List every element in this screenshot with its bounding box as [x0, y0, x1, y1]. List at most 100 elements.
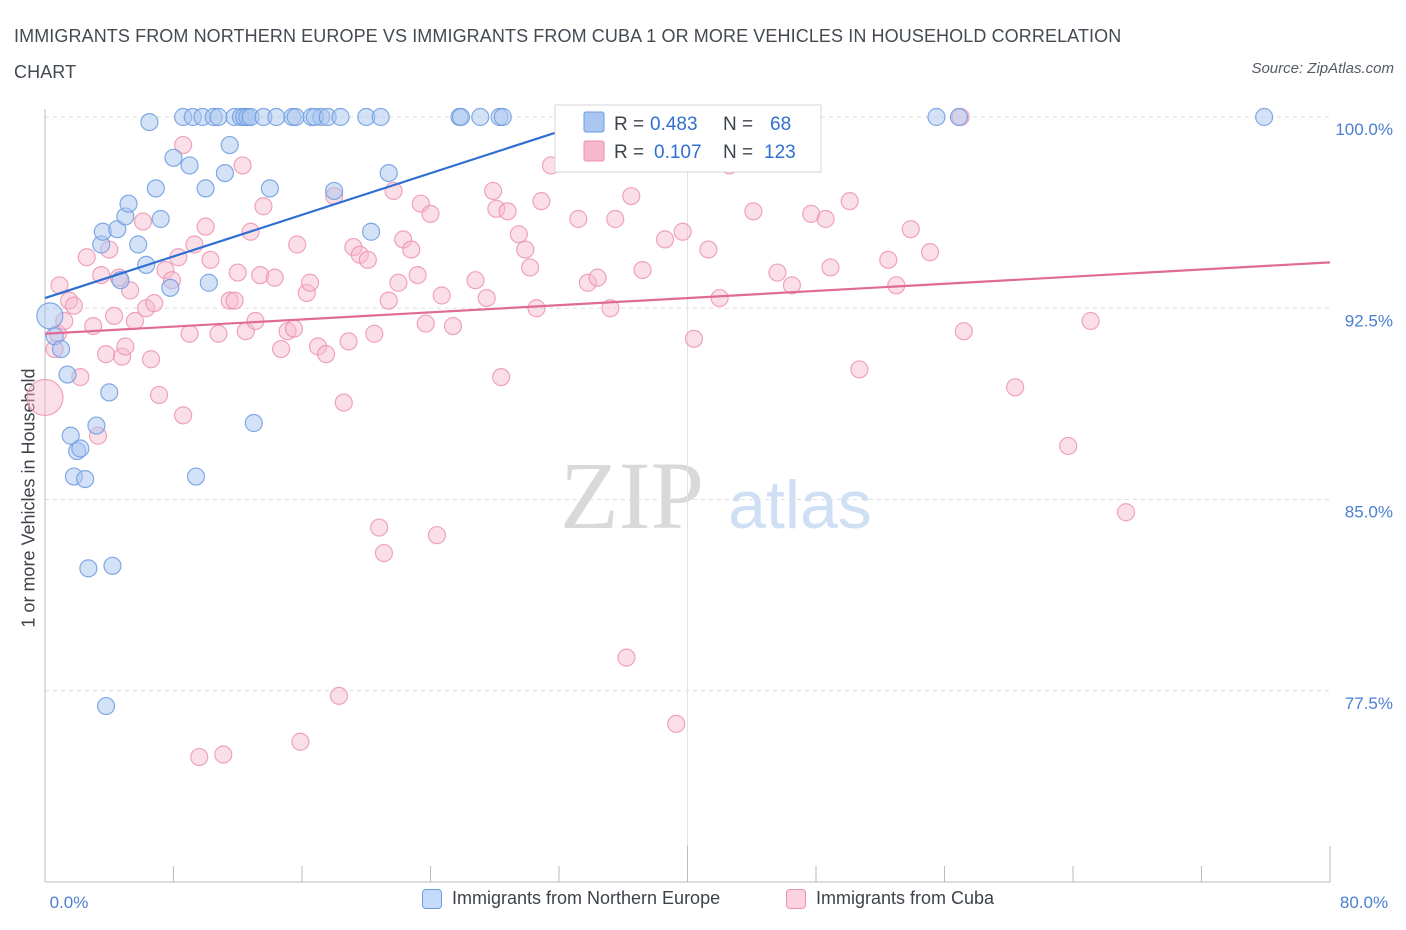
cuba-point	[196, 217, 215, 236]
northern-europe-point	[79, 559, 98, 578]
northern-europe-point	[451, 107, 471, 127]
cuba-point	[174, 135, 193, 155]
cuba-point	[329, 686, 349, 705]
northern-europe-point	[199, 273, 218, 292]
cuba-point	[588, 268, 607, 287]
cuba-point	[710, 288, 729, 308]
cuba-point	[477, 288, 496, 308]
cuba-point	[265, 268, 284, 287]
cuba-point	[96, 345, 116, 364]
stats-legend-blue-swatch	[583, 111, 605, 133]
x-tick-labels: 0.0% 80.0%	[50, 893, 1388, 912]
cuba-point	[684, 329, 704, 348]
y-tick-label: 77.5%	[1345, 694, 1393, 713]
northern-europe-point	[146, 179, 165, 198]
cuba-point	[370, 518, 389, 537]
cuba-point	[1059, 436, 1078, 456]
northern-europe-point	[209, 107, 228, 127]
cuba-point	[578, 273, 598, 292]
cuba-point	[190, 747, 209, 767]
stats-legend-blue-n: 68	[770, 114, 791, 135]
x-tick-label: 0.0%	[50, 893, 89, 912]
cuba-point	[802, 204, 821, 223]
cuba-point	[416, 314, 435, 333]
cuba-point	[300, 273, 320, 292]
cuba-point	[284, 319, 304, 338]
cuba-point	[569, 209, 588, 229]
cuba-point	[516, 240, 535, 259]
cuba-point	[272, 339, 291, 359]
legend-item-northern-europe: Immigrants from Northern Europe	[422, 888, 720, 909]
cuba-point	[492, 368, 511, 387]
cuba-point	[291, 732, 310, 751]
cuba-point	[116, 337, 135, 356]
northern-europe-point	[949, 107, 969, 127]
stats-legend-pink-r-label: R =	[614, 142, 649, 163]
axes	[44, 109, 1331, 883]
northern-europe-point	[286, 107, 305, 127]
cuba-point	[821, 258, 840, 277]
cuba-point	[527, 299, 546, 318]
cuba-point	[220, 291, 239, 310]
cuba-point	[112, 347, 132, 366]
northern-europe-point	[379, 164, 398, 183]
northern-europe-point	[325, 181, 344, 201]
cuba-point	[1116, 503, 1136, 522]
cuba-point	[389, 273, 408, 292]
northern-europe-point	[140, 112, 159, 132]
cuba-point	[901, 220, 920, 239]
y-tick-label: 100.0%	[1335, 120, 1393, 139]
x-tick-label: 80.0%	[1340, 893, 1388, 912]
northern-europe-point	[103, 556, 122, 575]
northern-europe-point	[87, 416, 106, 435]
cuba-point	[297, 283, 316, 303]
cuba-point	[180, 324, 199, 343]
northern-europe-point	[58, 365, 77, 384]
cuba-point	[520, 258, 540, 277]
northern-europe-point	[180, 156, 199, 175]
cuba-point	[954, 322, 973, 341]
cuba-point	[920, 243, 940, 262]
zipatlas-watermark: ZIP atlas	[560, 442, 872, 549]
cuba-point	[233, 156, 252, 175]
northern-europe-point	[1255, 107, 1274, 127]
stats-legend-pink-n: 123	[764, 142, 796, 163]
cuba-point	[334, 393, 353, 412]
cuba-point	[667, 714, 686, 734]
cuba-point	[339, 332, 358, 351]
northern-europe-point	[186, 467, 206, 486]
cuba-point	[225, 291, 244, 310]
northern-europe-point	[215, 164, 234, 183]
cuba-point	[365, 324, 384, 343]
cuba-point	[622, 186, 641, 206]
cuba-point	[408, 266, 427, 285]
cuba-point	[633, 260, 652, 280]
stats-legend-pink-n-label: N =	[723, 142, 758, 163]
stats-legend-pink-r: 0.107	[654, 142, 702, 163]
stats-legend: R = 0.483 N = 68 R = 0.107 N = 123	[554, 104, 822, 173]
cuba-point	[174, 406, 193, 425]
northern-europe-point	[267, 107, 286, 127]
northern-europe-point	[100, 383, 119, 402]
trend-lines	[44, 115, 1331, 335]
cuba-point	[816, 209, 835, 229]
northern-europe-trend-line	[44, 115, 605, 300]
northern-europe-point	[371, 107, 390, 127]
cuba-point	[133, 212, 153, 231]
cuba-point	[432, 286, 451, 305]
cuba-point	[254, 197, 273, 216]
cuba-point	[1006, 378, 1025, 397]
watermark-atlas: atlas	[728, 467, 872, 543]
cuba-point	[59, 291, 79, 310]
cuba-point	[316, 345, 336, 364]
cuba-point	[744, 202, 763, 221]
stats-legend-blue-n-label: N =	[723, 114, 758, 135]
northern-europe-point	[260, 179, 279, 198]
cuba-point	[601, 299, 620, 318]
cuba-point	[1081, 311, 1100, 331]
northern-europe-point	[927, 107, 946, 127]
legend-item-cuba: Immigrants from Cuba	[786, 888, 994, 909]
stats-legend-pink-swatch	[583, 140, 605, 162]
cuba-point	[156, 260, 175, 280]
